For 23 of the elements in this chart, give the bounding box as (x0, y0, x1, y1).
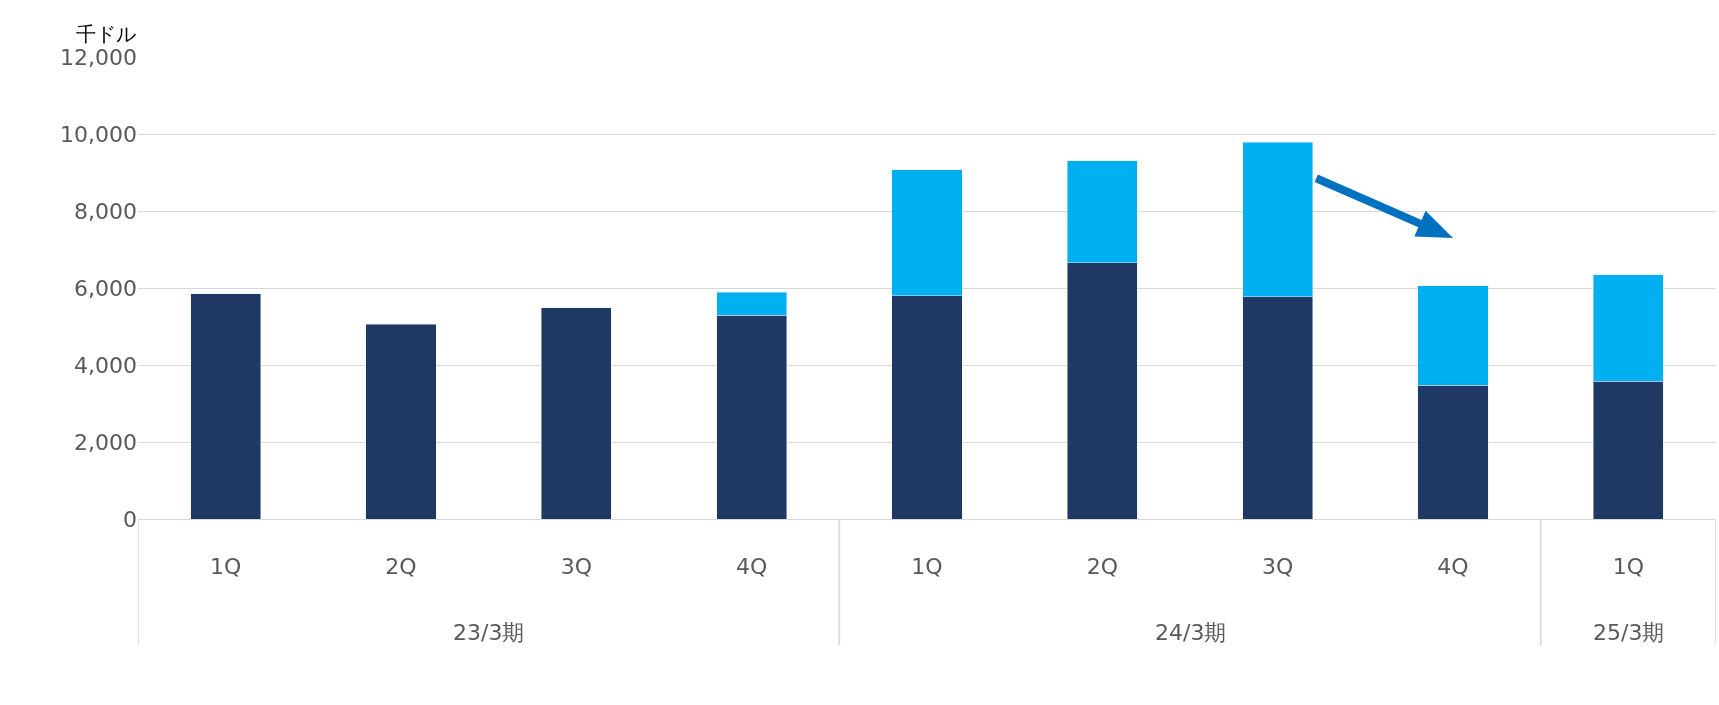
y-tick-label: 6,000 (74, 275, 137, 301)
x-tick-label: 2Q (385, 554, 417, 580)
y-tick-label: 12,000 (60, 44, 137, 70)
x-tick-label: 2Q (1086, 554, 1118, 580)
x-tick-label: 3Q (1262, 554, 1294, 580)
x-tick-label: 4Q (736, 554, 768, 580)
x-tick-label: 1Q (1612, 554, 1644, 580)
x-tick-label: 4Q (1437, 554, 1469, 580)
text: 24/3期 (1155, 620, 1227, 645)
bar (190, 293, 261, 519)
y-tick-label: 2,000 (74, 429, 137, 455)
y-tick-label: 10,000 (60, 121, 137, 147)
y-tick-label: 4,000 (74, 352, 137, 378)
bar (365, 323, 437, 519)
x-tick-label: 1Q (911, 554, 943, 580)
x-tick-label: 3Q (560, 554, 592, 580)
y-tick-label: 8,000 (74, 198, 137, 224)
bar (541, 307, 612, 519)
y-tick-label: 0 (123, 506, 137, 532)
x-tick-label: 1Q (210, 554, 242, 580)
y-axis-title: 千ドル (76, 22, 136, 46)
text: 25/3期 (1593, 620, 1665, 645)
text: 23/3期 (453, 620, 525, 645)
